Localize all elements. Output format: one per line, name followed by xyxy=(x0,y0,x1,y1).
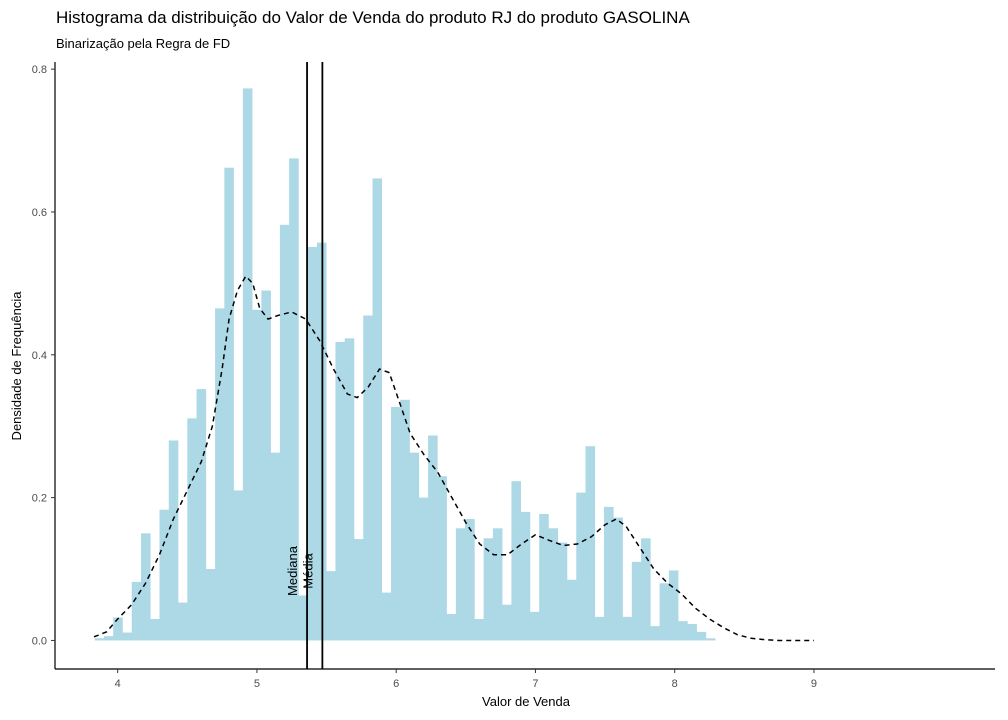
histogram-bar xyxy=(622,616,633,641)
histogram-bar xyxy=(344,338,355,641)
histogram-bar xyxy=(409,452,420,641)
histogram-bar xyxy=(178,602,188,641)
histogram-bar xyxy=(159,509,170,641)
histogram-bar xyxy=(557,542,568,641)
histogram-bar xyxy=(576,492,586,641)
histogram-bar xyxy=(511,481,521,641)
histogram-bar xyxy=(187,418,197,641)
y-tick-label: 0.0 xyxy=(32,635,47,647)
histogram-bar xyxy=(604,506,614,641)
histogram-bar xyxy=(529,611,540,641)
histogram-bar xyxy=(585,446,596,641)
histogram-bar xyxy=(150,619,160,641)
histogram-bar xyxy=(641,538,651,641)
histogram-bar xyxy=(391,406,401,641)
histogram-bar xyxy=(103,636,114,641)
histogram-bar xyxy=(659,583,670,641)
x-tick-label: 7 xyxy=(532,678,538,690)
histogram-bar xyxy=(270,452,281,641)
histogram-bar xyxy=(483,538,494,641)
histogram-bar xyxy=(279,224,290,641)
histogram-bar xyxy=(113,617,123,641)
x-tick-label: 8 xyxy=(672,678,678,690)
histogram-bar xyxy=(418,497,429,641)
histogram-bar xyxy=(668,570,679,641)
y-axis-title: Densidade de Frequência xyxy=(9,291,24,441)
histogram-bar xyxy=(566,579,577,641)
histogram-bar xyxy=(298,595,308,641)
histogram-bars xyxy=(94,88,716,641)
histogram-bar xyxy=(242,88,253,641)
histogram-bar xyxy=(455,528,466,641)
histogram-bar xyxy=(613,517,623,641)
histogram-bar xyxy=(678,621,688,641)
histogram-bar xyxy=(548,528,559,641)
histogram-bar xyxy=(372,178,383,641)
x-tick-label: 9 xyxy=(811,678,817,690)
histogram-bar xyxy=(131,581,142,641)
x-tick-label: 6 xyxy=(393,678,399,690)
density-curve xyxy=(93,275,814,642)
chart-title: Histograma da distribuição do Valor de V… xyxy=(56,8,690,27)
histogram-bar xyxy=(289,158,299,641)
chart-subtitle: Binarização pela Regra de FD xyxy=(56,36,230,51)
y-tick-label: 0.6 xyxy=(32,207,47,219)
x-tick-label: 4 xyxy=(115,678,121,690)
x-axis-ticks: 4 5 6 7 8 9 xyxy=(115,669,817,690)
histogram-bar xyxy=(492,528,503,641)
histogram-bar xyxy=(400,399,410,641)
median-label: Mediana xyxy=(285,545,300,596)
x-axis-title: Valor de Venda xyxy=(482,694,571,709)
y-tick-label: 0.2 xyxy=(32,493,47,505)
histogram-bar xyxy=(631,561,642,641)
histogram-bar xyxy=(307,246,318,641)
y-axis-ticks: 0.0 0.2 0.4 0.6 0.8 xyxy=(32,64,55,647)
histogram-bar xyxy=(696,631,707,641)
reference-lines: Mediana Média xyxy=(285,62,324,669)
histogram-bar xyxy=(465,519,475,641)
histogram-bar xyxy=(539,514,549,641)
histogram-bar xyxy=(437,476,447,641)
x-tick-label: 5 xyxy=(254,678,260,690)
histogram-bar xyxy=(363,315,373,641)
histogram-bar xyxy=(687,624,697,641)
histogram-bar xyxy=(326,571,336,641)
histogram-bar xyxy=(650,626,660,641)
histogram-bar xyxy=(215,308,225,641)
histogram-bar xyxy=(261,290,271,641)
histogram-bar xyxy=(196,389,207,641)
histogram-bar xyxy=(335,341,346,641)
histogram-bar xyxy=(205,569,216,641)
histogram-bar xyxy=(94,638,105,641)
histogram-bar xyxy=(224,167,234,641)
mean-label: Média xyxy=(300,553,315,589)
y-tick-label: 0.8 xyxy=(32,64,47,76)
histogram-bar xyxy=(140,533,151,641)
histogram-bar xyxy=(381,592,392,641)
y-tick-label: 0.4 xyxy=(32,350,47,362)
histogram-bar xyxy=(233,490,244,641)
histogram-bar xyxy=(122,632,133,641)
histogram-bar xyxy=(520,511,531,641)
histogram-bar xyxy=(168,440,179,641)
histogram-bar xyxy=(428,435,438,641)
histogram-bar xyxy=(353,539,364,641)
histogram-bar xyxy=(594,616,605,641)
histogram-bar xyxy=(474,619,484,641)
histogram-bar xyxy=(252,309,262,641)
histogram-bar xyxy=(446,614,457,641)
histogram-bar xyxy=(705,638,716,641)
histogram-bar xyxy=(502,604,512,641)
